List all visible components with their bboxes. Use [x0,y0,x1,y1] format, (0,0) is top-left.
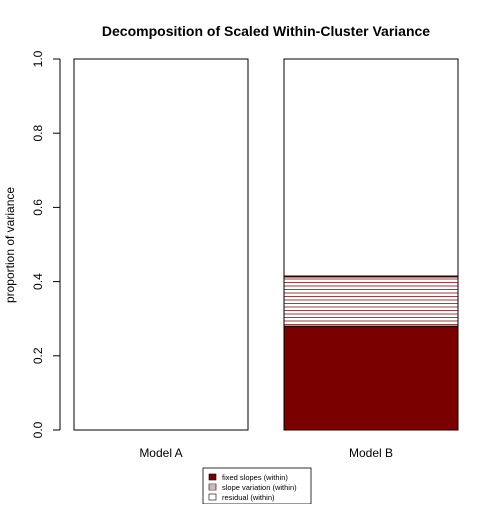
legend-box [202,467,312,505]
bar-segment-0-2 [73,58,249,431]
chart-title: Decomposition of Scaled Within-Cluster V… [102,23,430,39]
x-category-label: Model A [139,446,182,460]
y-tick-label: 0.6 [31,199,45,216]
y-axis: 0.0 0.2 0.4 0.6 0.8 1.0 [31,50,61,438]
bar-fill-empty [73,58,249,431]
x-category-label: Model B [349,446,393,460]
y-tick-label: 0.4 [31,273,45,290]
legend-label: residual (within) [222,493,275,502]
y-tick-label: 0.0 [31,421,45,438]
y-axis-label: proportion of variance [3,187,17,303]
bar-fill-solid [283,325,459,431]
bar-segment-1-0 [283,325,459,431]
y-tick-label: 0.8 [31,125,45,142]
legend-label: slope variation (within) [222,483,297,492]
bar-fill-hatched-bg [284,276,458,327]
bar-segment-1-1 [283,275,459,327]
y-tick-label: 0.2 [31,347,45,364]
bar-segment-1-2 [283,58,459,277]
legend: fixed slopes (within)slope variation (wi… [202,467,312,505]
bar-fill-empty [283,58,459,277]
legend-label: fixed slopes (within) [222,473,288,482]
legend-swatch [208,493,217,501]
legend-item-2: residual (within) [208,493,275,502]
y-tick-label: 1.0 [31,50,45,67]
legend-swatch [208,483,217,491]
legend-item-0: fixed slopes (within) [208,473,288,482]
x-axis-labels: Model A Model B [139,446,393,460]
bars-group [73,58,459,431]
legend-swatch [208,473,217,481]
legend-item-1: slope variation (within) [208,483,297,492]
